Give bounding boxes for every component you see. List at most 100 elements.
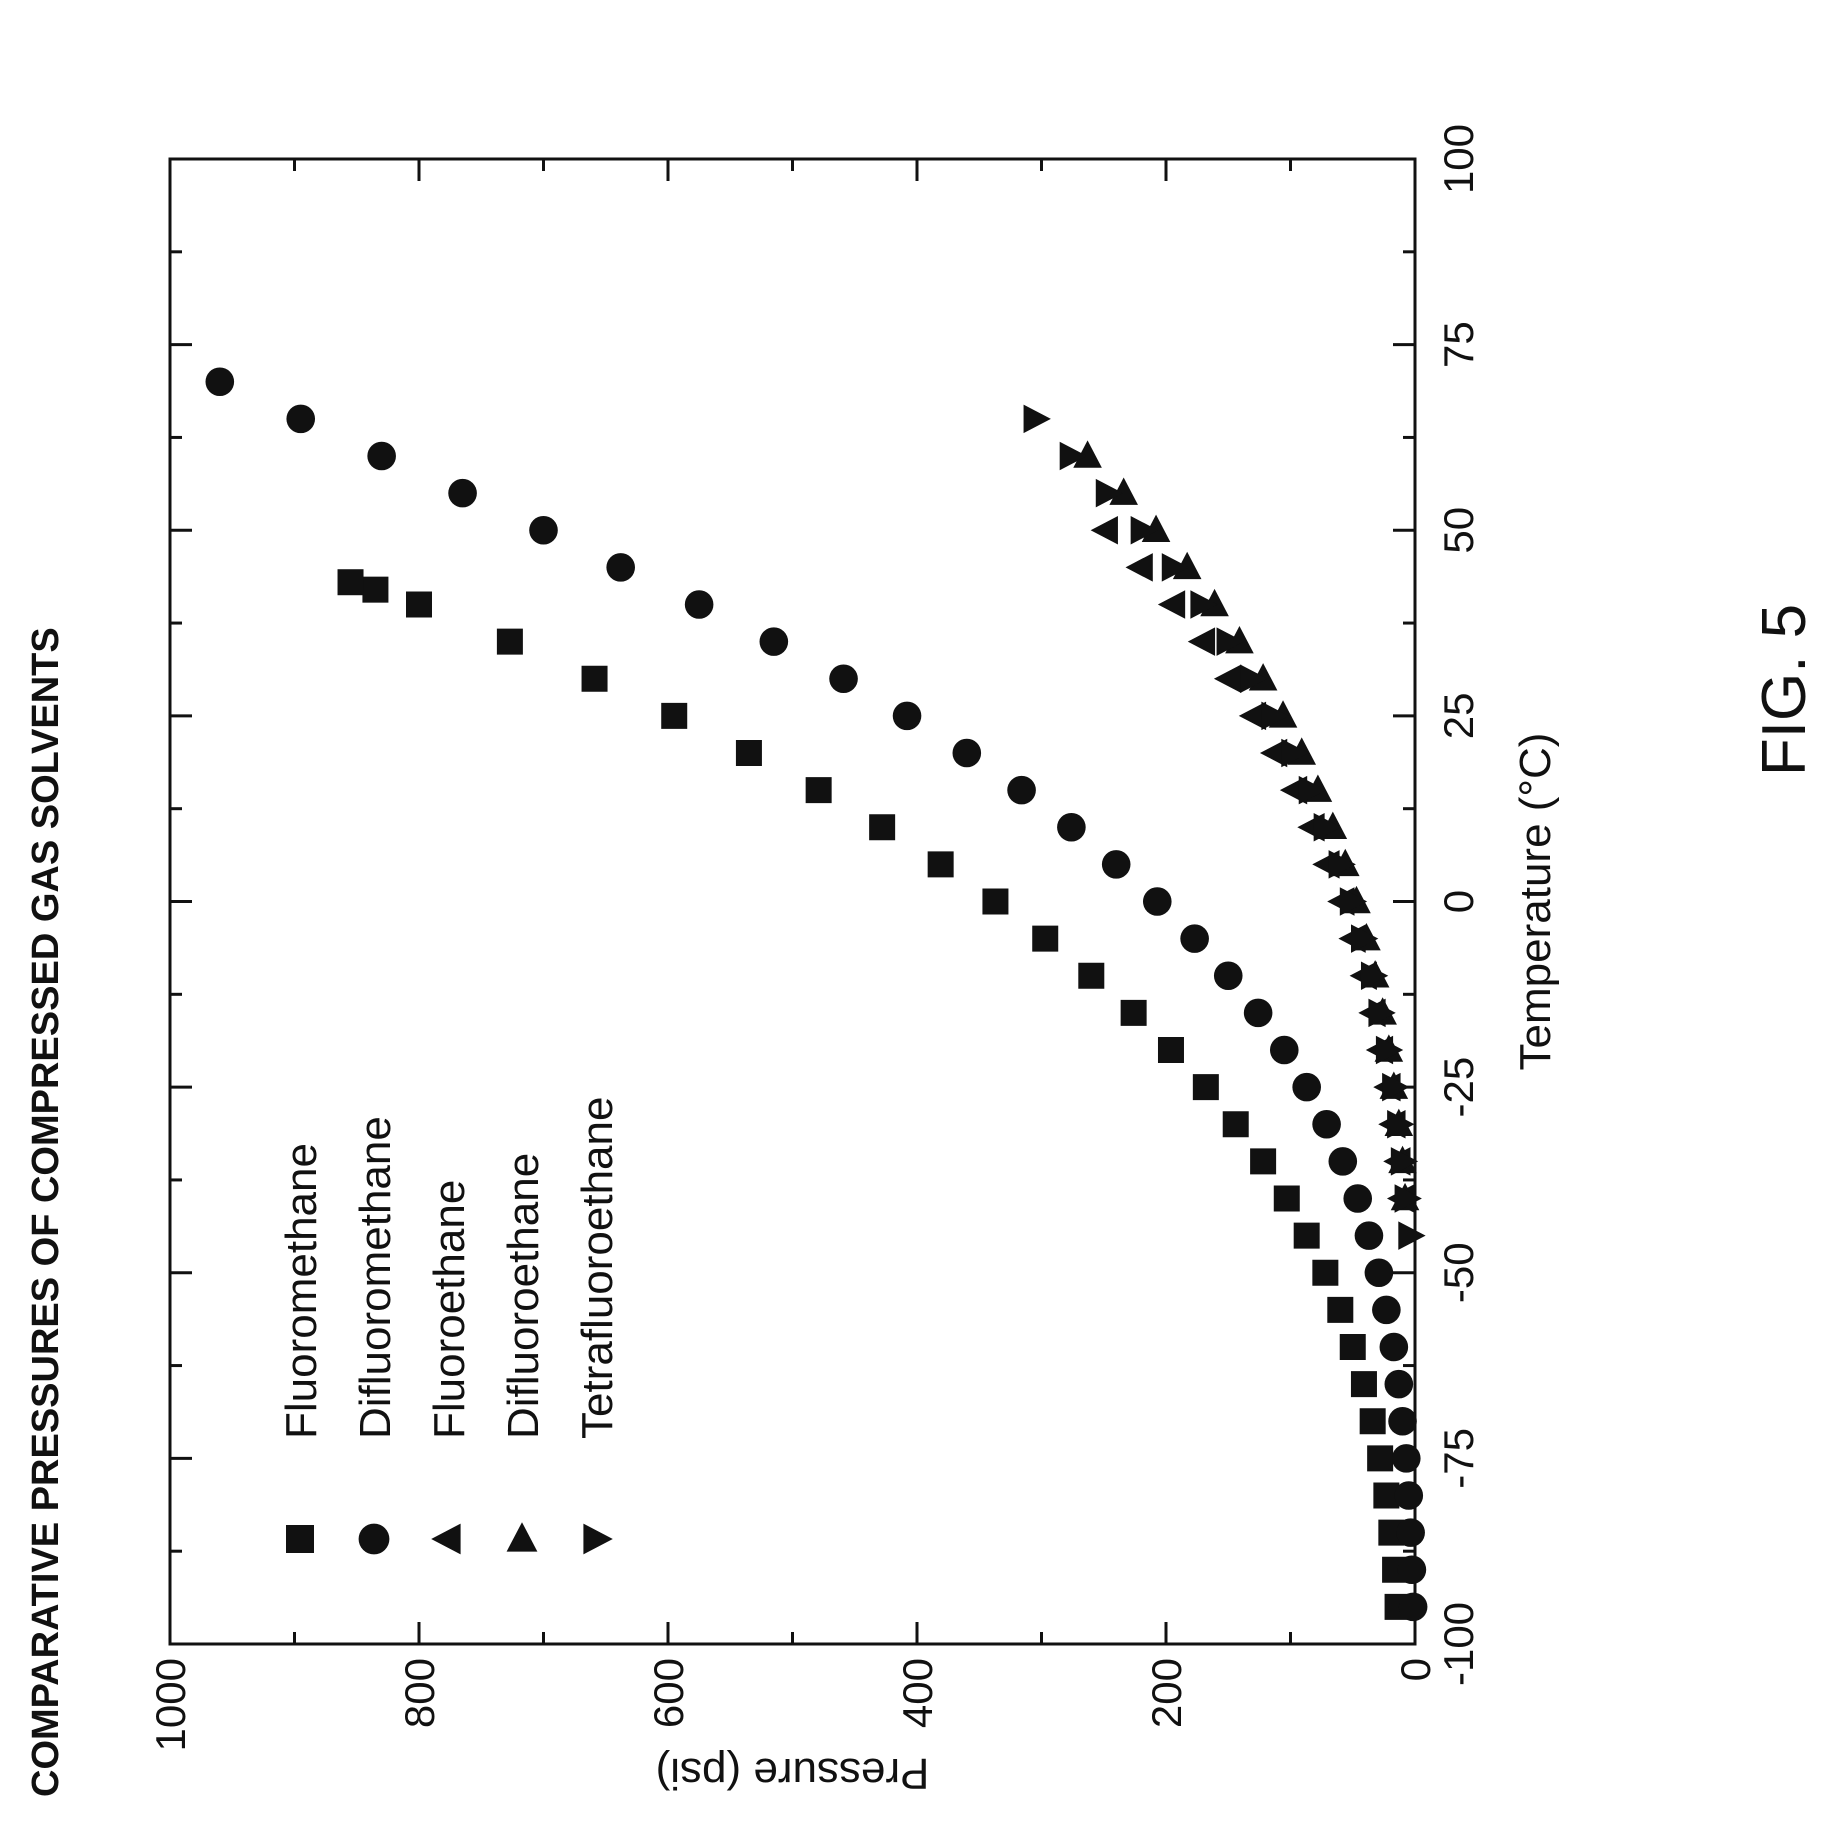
data-point xyxy=(1398,1221,1426,1250)
data-point xyxy=(1032,925,1059,952)
series-difluoroethane xyxy=(1073,440,1420,1211)
x-tick-label: 50 xyxy=(1435,507,1482,554)
data-point xyxy=(1157,590,1186,619)
data-point xyxy=(1161,553,1190,582)
data-point xyxy=(1360,961,1389,991)
data-point xyxy=(1367,1445,1394,1472)
data-point xyxy=(735,740,762,766)
chart-root: COMPARATIVE PRESSURES OF COMPRESSED GAS … xyxy=(25,124,1560,1798)
data-point xyxy=(1292,1072,1321,1102)
data-point xyxy=(362,576,389,603)
data-point xyxy=(1057,812,1086,842)
data-point xyxy=(1259,738,1288,768)
data-point xyxy=(927,851,954,878)
data-point xyxy=(829,664,858,694)
data-point xyxy=(1394,1184,1422,1213)
data-point xyxy=(1339,1334,1366,1360)
data-point xyxy=(759,627,789,656)
data-point xyxy=(1078,962,1105,989)
data-point xyxy=(1109,477,1138,505)
data-point xyxy=(1073,440,1102,468)
data-point xyxy=(1390,1147,1419,1176)
data-point xyxy=(1101,850,1131,879)
legend-item: Fluoromethane xyxy=(277,1143,326,1553)
data-point xyxy=(1261,701,1289,731)
data-point xyxy=(1141,514,1171,542)
data-point xyxy=(1339,887,1368,916)
data-point xyxy=(1090,515,1118,545)
data-point xyxy=(1354,1221,1384,1250)
legend-marker xyxy=(286,1525,314,1553)
data-point xyxy=(529,515,558,545)
data-point xyxy=(1172,551,1202,580)
data-point xyxy=(1190,590,1218,619)
data-point xyxy=(337,569,364,596)
data-point xyxy=(892,701,922,731)
data-point xyxy=(1222,1111,1249,1138)
data-point xyxy=(448,478,477,508)
legend-marker xyxy=(431,1523,461,1555)
y-tick-label: 0 xyxy=(1392,1658,1439,1681)
data-point xyxy=(1351,924,1379,953)
data-point xyxy=(1007,775,1036,805)
data-point xyxy=(1312,1259,1339,1286)
legend-item: Difluoromethane xyxy=(351,1116,400,1555)
series-fluoromethane xyxy=(337,569,1411,1620)
data-point xyxy=(1396,1518,1425,1547)
data-point xyxy=(684,590,714,619)
data-point xyxy=(1298,775,1327,805)
legend-label: Fluoroethane xyxy=(425,1180,474,1439)
y-tick-label: 200 xyxy=(1143,1658,1190,1728)
x-tick-label: -25 xyxy=(1435,1057,1482,1118)
series-layer xyxy=(205,367,1428,1622)
data-point xyxy=(1157,1037,1184,1063)
x-tick-label: 100 xyxy=(1435,124,1482,194)
data-point xyxy=(1213,961,1243,991)
data-point xyxy=(1368,998,1396,1028)
data-point xyxy=(661,702,688,729)
data-point xyxy=(606,553,635,582)
legend-item: Fluoroethane xyxy=(425,1180,474,1555)
legend-label: Difluoroethane xyxy=(499,1153,548,1439)
data-point xyxy=(1240,664,1268,694)
y-tick-label: 600 xyxy=(645,1658,692,1728)
x-tick-label: 75 xyxy=(1435,321,1482,368)
y-tick-label: 1000 xyxy=(147,1658,194,1751)
data-point xyxy=(1243,998,1273,1028)
x-axis-ticks: -100 -75 -50 -25 0 25 50 75 100 xyxy=(170,124,1482,1686)
data-point xyxy=(1250,1148,1277,1175)
figure-caption: FIG. 5 xyxy=(1750,604,1819,776)
data-point xyxy=(1269,1035,1299,1065)
data-point xyxy=(1372,1295,1401,1325)
data-point xyxy=(496,628,523,655)
data-point xyxy=(1023,404,1051,434)
data-point xyxy=(1328,850,1356,879)
data-point xyxy=(1273,1185,1300,1212)
data-point xyxy=(1216,627,1244,656)
data-point xyxy=(1359,1408,1386,1435)
data-point xyxy=(1327,1296,1354,1323)
data-point xyxy=(1388,1406,1417,1436)
data-point xyxy=(1130,515,1158,545)
series-difluoromethane xyxy=(205,367,1428,1622)
legend-item: Tetrafluoroethane xyxy=(573,1097,622,1555)
data-point xyxy=(367,441,396,471)
series-tetrafluoroethane xyxy=(1023,404,1426,1250)
y-axis-label: Pressure (psi) xyxy=(656,1749,930,1798)
data-point xyxy=(286,404,316,434)
data-point xyxy=(982,888,1009,915)
data-point xyxy=(1379,1332,1409,1362)
data-point xyxy=(1120,999,1147,1026)
data-point xyxy=(1378,1519,1405,1546)
series-fluoroethane xyxy=(1090,515,1415,1213)
data-point xyxy=(581,665,608,692)
data-point xyxy=(1238,701,1267,731)
data-point xyxy=(1364,1258,1394,1288)
data-point xyxy=(1180,924,1209,953)
data-point xyxy=(1313,812,1341,842)
data-point xyxy=(1213,664,1242,694)
data-point xyxy=(1384,1369,1414,1399)
legend-item: Difluoroethane xyxy=(499,1153,548,1552)
data-point xyxy=(1192,1074,1219,1101)
